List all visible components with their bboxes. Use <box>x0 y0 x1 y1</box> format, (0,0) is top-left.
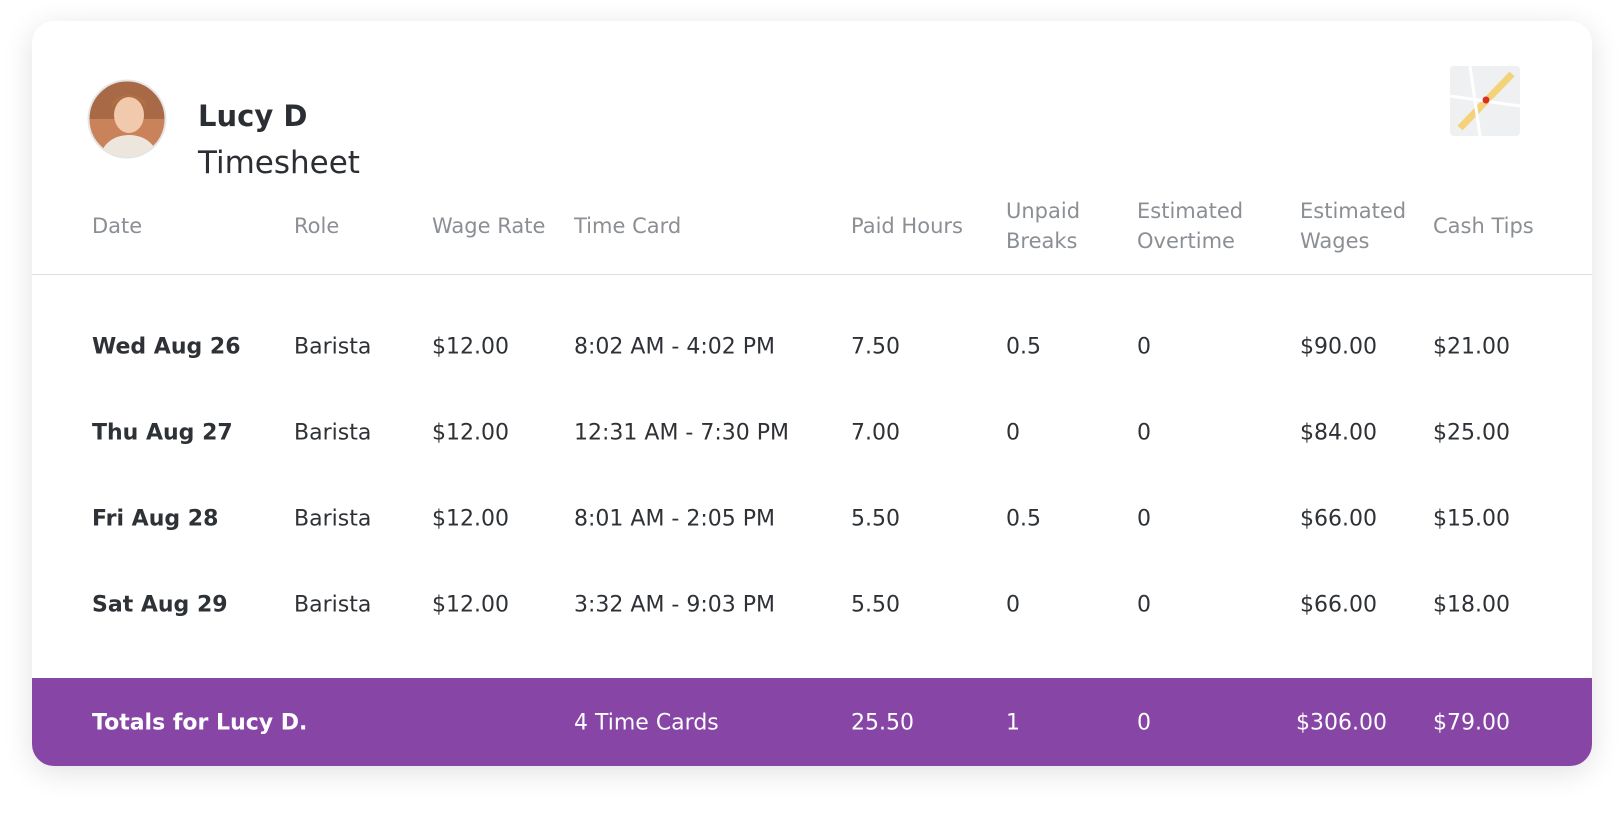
table-cell: $90.00 <box>1300 334 1377 360</box>
table-cell: Barista <box>294 420 372 446</box>
table-cell: 5.50 <box>851 506 900 532</box>
employee-name: Lucy D <box>198 99 308 133</box>
column-header: Date <box>92 214 143 238</box>
table-cell: $12.00 <box>432 592 509 618</box>
table-cell: $21.00 <box>1433 334 1510 360</box>
column-header: Unpaid Breaks <box>1006 199 1081 253</box>
table-cell: 0 <box>1137 506 1151 532</box>
table-cell: $18.00 <box>1433 592 1510 618</box>
row-date: Thu Aug 27 <box>92 420 233 446</box>
row-date: Wed Aug 26 <box>92 334 241 360</box>
map-thumbnail[interactable] <box>1450 66 1520 136</box>
table-cell: 8:02 AM - 4:02 PM <box>574 334 775 360</box>
table-cell: 0 <box>1137 420 1151 446</box>
header-divider <box>32 274 1592 275</box>
table-cell: $15.00 <box>1433 506 1510 532</box>
table-cell: $66.00 <box>1300 506 1377 532</box>
totals-cell: 25.50 <box>851 710 914 736</box>
table-cell: 0 <box>1137 334 1151 360</box>
totals-cell: 4 Time Cards <box>574 710 719 736</box>
timesheet-card: Lucy D Timesheet Date Role Wage Rate Time C… <box>32 21 1592 766</box>
table-cell: $84.00 <box>1300 420 1377 446</box>
table-cell: 0 <box>1137 592 1151 618</box>
table-cell: $25.00 <box>1433 420 1510 446</box>
table-cell: Barista <box>294 506 372 532</box>
table-cell: 0.5 <box>1006 506 1041 532</box>
table-cell: 7.00 <box>851 420 900 446</box>
table-cell: 0.5 <box>1006 334 1041 360</box>
table-cell: 12:31 AM - 7:30 PM <box>574 420 789 446</box>
totals-label: Totals for Lucy D. <box>92 710 308 736</box>
row-date: Sat Aug 29 <box>92 592 228 618</box>
column-header: Estimated Wages <box>1300 199 1407 253</box>
table-cell: 8:01 AM - 2:05 PM <box>574 506 775 532</box>
totals-cell: $79.00 <box>1433 710 1510 736</box>
column-header: Time Card <box>574 214 682 238</box>
page-subtitle: Timesheet <box>198 145 360 181</box>
table-cell: 5.50 <box>851 592 900 618</box>
table-cell: $12.00 <box>432 334 509 360</box>
row-date: Fri Aug 28 <box>92 506 219 532</box>
column-header: Role <box>294 214 340 238</box>
column-header: Cash Tips <box>1433 214 1534 238</box>
table-cell: 3:32 AM - 9:03 PM <box>574 592 775 618</box>
table-cell: $12.00 <box>432 420 509 446</box>
totals-cell: $306.00 <box>1296 710 1387 736</box>
column-header: Estimated Overtime <box>1137 199 1244 253</box>
table-cell: 7.50 <box>851 334 900 360</box>
totals-bar <box>32 678 1592 766</box>
column-header: Wage Rate <box>432 214 546 238</box>
column-header: Paid Hours <box>851 214 963 238</box>
table-cell: Barista <box>294 592 372 618</box>
table-cell: $12.00 <box>432 506 509 532</box>
avatar <box>87 79 167 159</box>
totals-cell: 1 <box>1006 710 1020 736</box>
totals-cell: 0 <box>1137 710 1151 736</box>
table-cell: 0 <box>1006 592 1020 618</box>
table-cell: 0 <box>1006 420 1020 446</box>
table-cell: $66.00 <box>1300 592 1377 618</box>
table-cell: Barista <box>294 334 372 360</box>
